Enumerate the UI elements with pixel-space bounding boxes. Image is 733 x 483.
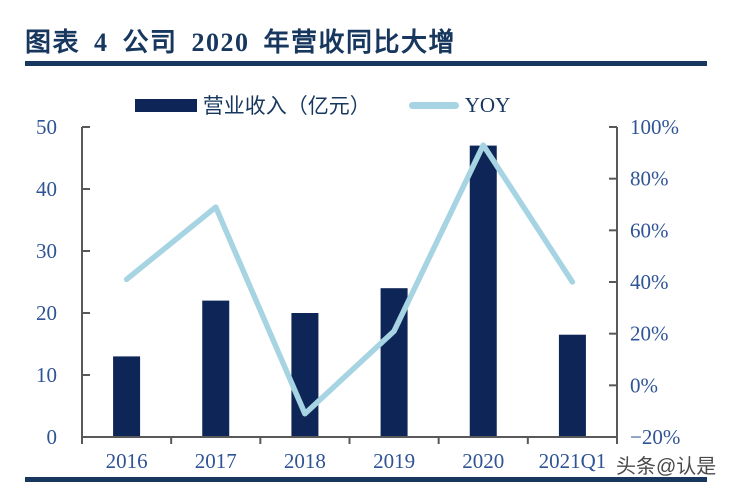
yoy-line-swatch xyxy=(408,101,459,109)
bar-2018 xyxy=(291,313,319,437)
right-axis-label-40%: 40% xyxy=(630,270,669,294)
bar-2017 xyxy=(202,300,230,437)
right-axis-label-−20%: −20% xyxy=(630,425,680,449)
x-axis-label-2018: 2018 xyxy=(284,449,326,473)
legend-item-yoy: YOY xyxy=(408,92,511,118)
bar-2020 xyxy=(469,145,497,437)
yoy-line xyxy=(123,142,576,417)
left-axis-label-0: 0 xyxy=(47,425,58,449)
chart-legend: 营业收入（亿元） YOY xyxy=(0,90,645,120)
right-axis-label-80%: 80% xyxy=(630,167,669,191)
watermark-text: 头条@认是 xyxy=(616,456,717,478)
left-axis-label-50: 50 xyxy=(36,115,57,139)
combo-chart-plot: 0 10 20 30 40 50 −20% 0% 20% 40% 60% 80% 100% 2016 201… xyxy=(36,115,680,473)
x-axis-label-2016: 2016 xyxy=(106,449,148,473)
x-axis-label-2017: 2017 xyxy=(195,449,237,473)
title-underline-rule xyxy=(25,61,707,66)
x-axis-label-2019: 2019 xyxy=(373,449,415,473)
axes xyxy=(81,126,618,444)
revenue-bar-swatch xyxy=(134,98,197,112)
right-axis-label-60%: 60% xyxy=(630,218,669,242)
left-axis-label-30: 30 xyxy=(36,239,57,263)
bar-2016 xyxy=(113,356,141,437)
bar-2021Q1 xyxy=(558,334,586,437)
right-axis-label-20%: 20% xyxy=(630,322,669,346)
revenue-bars xyxy=(113,145,586,437)
x-axis-label-2021Q1: 2021Q1 xyxy=(539,449,607,473)
right-axis-label-0%: 0% xyxy=(630,373,658,397)
bottom-rule xyxy=(25,477,707,482)
right-axis-label-100%: 100% xyxy=(630,115,679,139)
legend-label-yoy: YOY xyxy=(464,92,511,117)
x-axis-label-2020: 2020 xyxy=(462,449,504,473)
left-axis-label-40: 40 xyxy=(36,177,57,201)
left-axis-label-20: 20 xyxy=(36,301,57,325)
legend-label-revenue: 营业收入（亿元） xyxy=(202,94,371,118)
legend-item-revenue: 营业收入（亿元） xyxy=(134,90,371,120)
left-axis-label-10: 10 xyxy=(36,363,57,387)
figure-title: 图表 4 公司 2020 年营收同比大增 xyxy=(25,28,457,57)
